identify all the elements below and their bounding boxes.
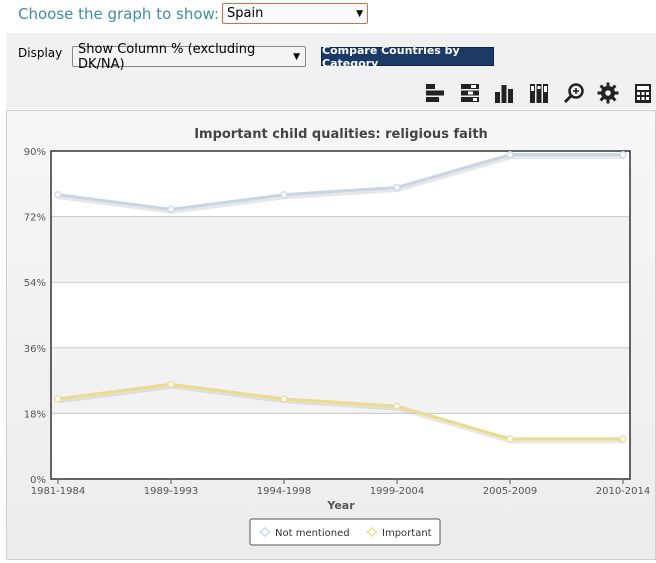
stacked-vertical-icon[interactable]	[526, 79, 553, 107]
data-point	[280, 395, 288, 403]
series-line	[57, 153, 623, 211]
data-point	[280, 191, 288, 199]
y-axis: 0% 18% 36% 54% 72% 90%	[24, 147, 46, 486]
legend-marker	[259, 526, 271, 538]
country-select-value: Spain	[227, 6, 264, 21]
plot-border	[50, 150, 631, 480]
y-tick-label: 0%	[30, 475, 46, 486]
legend[interactable]: Not mentioned Important	[249, 518, 441, 546]
x-tick-label: 1994-1998	[257, 486, 312, 497]
y-tick-label: 54%	[24, 278, 46, 289]
x-tick-label: 2005-2009	[483, 486, 538, 497]
compare-countries-button[interactable]: Compare Countries by Category	[321, 44, 494, 70]
y-tick-label: 90%	[24, 147, 46, 158]
data-point	[393, 183, 401, 192]
x-tick-label: 1981-1984	[31, 486, 86, 497]
y-tick-label: 18%	[24, 409, 46, 420]
x-axis-title: Year	[326, 499, 355, 512]
chart-toolbar	[422, 79, 656, 107]
x-tick-label: 2010-2014	[596, 486, 651, 497]
chevron-down-icon: ▼	[356, 8, 363, 19]
data-point	[393, 402, 401, 410]
series-shadow	[58, 154, 624, 214]
country-select[interactable]: Spain ▼	[222, 3, 368, 24]
x-axis: 1981-1984 1989-1993 1994-1998 1999-2004 2005…	[31, 479, 651, 497]
legend-label: Important	[382, 528, 432, 539]
choose-graph-row: Choose the graph to show:	[18, 3, 219, 25]
settings-icon[interactable]	[595, 79, 622, 107]
zoom-icon[interactable]	[560, 79, 587, 107]
chart-container: Important child qualities: religious fai…	[6, 110, 656, 560]
display-select-value: Show Column % (excluding DK/NA)	[78, 41, 256, 72]
y-tick-label: 72%	[24, 213, 46, 224]
data-point	[506, 151, 514, 159]
bar-horizontal-icon[interactable]	[422, 79, 449, 107]
data-point	[506, 435, 514, 443]
data-point	[619, 435, 627, 443]
series-line	[57, 382, 623, 441]
data-point	[54, 191, 62, 199]
series-group	[54, 151, 627, 444]
legend-box	[249, 518, 441, 546]
bar-vertical-icon[interactable]	[491, 79, 518, 107]
stacked-horizontal-icon[interactable]	[457, 79, 484, 107]
data-point	[167, 380, 175, 388]
chart-title: Important child qualities: religious fai…	[194, 127, 488, 142]
series-shadow	[58, 383, 624, 444]
line-chart: Important child qualities: religious fai…	[24, 127, 651, 546]
data-point	[619, 151, 627, 159]
legend-label: Not mentioned	[275, 528, 350, 539]
display-select[interactable]: Show Column % (excluding DK/NA) ▼	[72, 42, 306, 72]
calculator-icon[interactable]	[629, 79, 656, 107]
chevron-down-icon: ▼	[293, 51, 300, 62]
plot-area	[51, 151, 630, 479]
plot-background	[51, 151, 630, 479]
choose-graph-label: Choose the graph to show:	[18, 5, 220, 23]
y-tick-label: 36%	[24, 344, 46, 355]
controls-panel: Display Show Column % (excluding DK/NA) …	[6, 33, 656, 109]
grid-band	[51, 216, 630, 283]
legend-marker	[366, 526, 378, 538]
data-point	[167, 205, 175, 213]
display-label: Display	[18, 46, 63, 60]
x-tick-label: 1999-2004	[370, 486, 425, 497]
x-tick-label: 1989-1993	[144, 486, 199, 497]
data-point	[54, 395, 62, 403]
